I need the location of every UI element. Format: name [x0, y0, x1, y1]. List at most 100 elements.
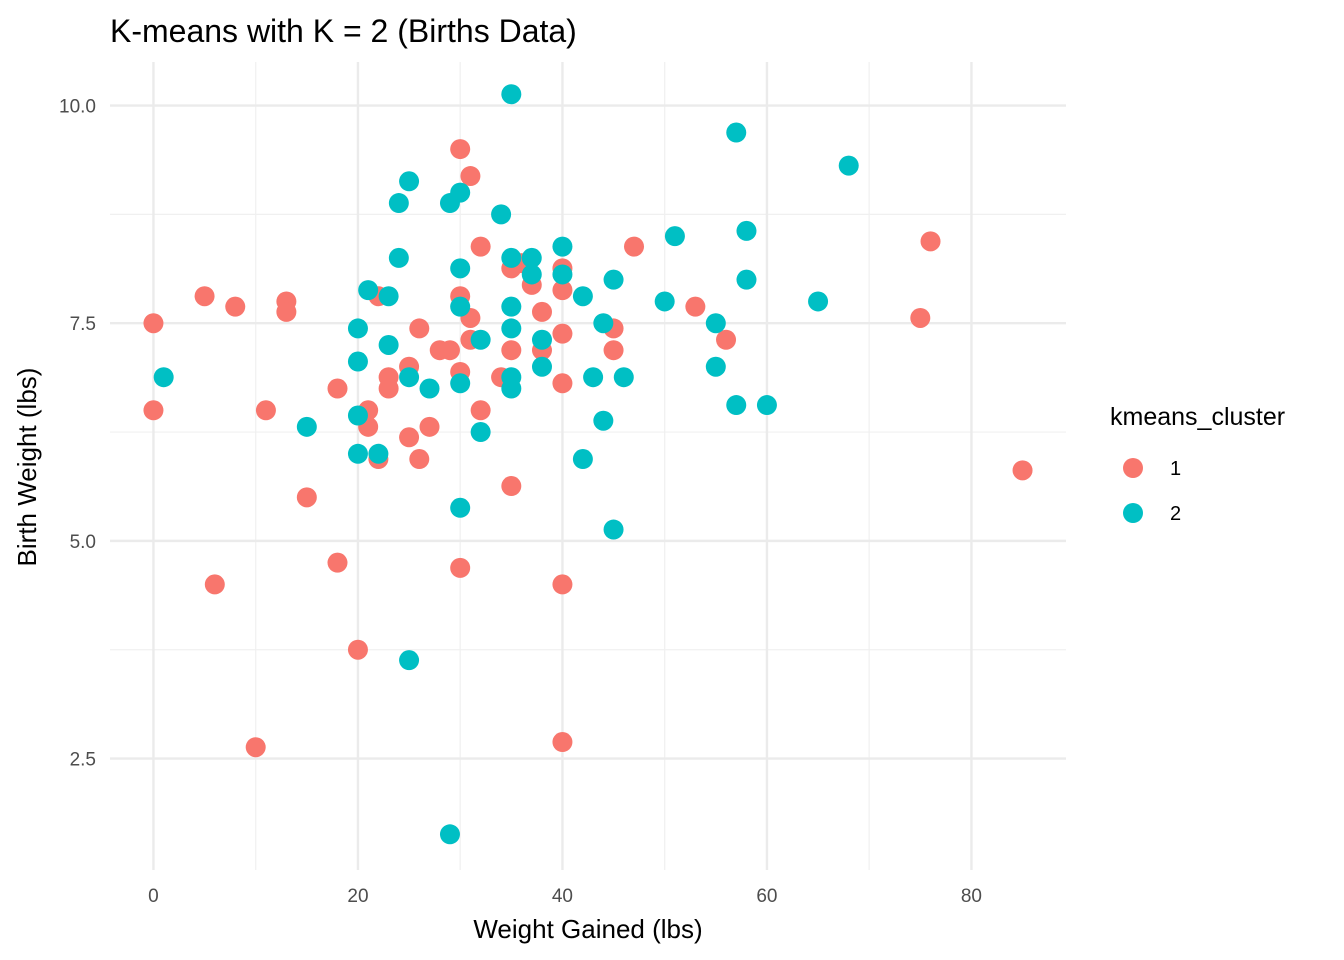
data-point-cluster-2 — [654, 291, 675, 312]
data-point-cluster-1 — [1012, 460, 1033, 481]
data-point-cluster-1 — [685, 296, 706, 317]
data-points — [143, 84, 1033, 845]
data-point-cluster-2 — [613, 367, 634, 388]
data-point-cluster-1 — [327, 552, 348, 573]
data-point-cluster-2 — [450, 373, 471, 394]
data-point-cluster-1 — [552, 574, 573, 595]
data-point-cluster-2 — [470, 329, 491, 350]
x-tick-label: 20 — [347, 886, 368, 907]
data-point-cluster-2 — [572, 286, 593, 307]
data-point-cluster-2 — [583, 367, 604, 388]
data-point-cluster-2 — [664, 226, 685, 247]
data-point-cluster-2 — [521, 264, 542, 285]
data-point-cluster-1 — [399, 427, 420, 448]
data-point-cluster-1 — [450, 139, 471, 160]
data-point-cluster-1 — [910, 307, 931, 328]
x-tick-label: 0 — [148, 886, 159, 907]
data-point-cluster-2 — [347, 318, 368, 339]
data-point-cluster-1 — [296, 487, 317, 508]
data-point-cluster-2 — [705, 356, 726, 377]
data-point-cluster-2 — [501, 378, 522, 399]
data-point-cluster-2 — [347, 405, 368, 426]
data-point-cluster-1 — [245, 737, 266, 758]
data-point-cluster-2 — [603, 269, 624, 290]
data-point-cluster-1 — [501, 340, 522, 361]
x-tick-label: 40 — [552, 886, 573, 907]
data-point-cluster-1 — [460, 166, 481, 187]
data-point-cluster-1 — [347, 639, 368, 660]
data-point-cluster-2 — [450, 182, 471, 203]
data-point-cluster-2 — [808, 291, 829, 312]
data-point-cluster-1 — [552, 732, 573, 753]
x-tick-label: 60 — [756, 886, 777, 907]
data-point-cluster-2 — [756, 395, 777, 416]
data-point-cluster-1 — [624, 236, 645, 257]
data-point-cluster-2 — [501, 296, 522, 317]
data-point-cluster-2 — [388, 247, 409, 268]
data-point-cluster-1 — [552, 280, 573, 301]
data-point-cluster-2 — [347, 443, 368, 464]
data-point-cluster-2 — [726, 395, 747, 416]
data-point-cluster-2 — [531, 356, 552, 377]
data-point-cluster-2 — [450, 497, 471, 518]
data-point-cluster-2 — [296, 416, 317, 437]
data-point-cluster-2 — [552, 236, 573, 257]
data-point-cluster-2 — [153, 367, 174, 388]
data-point-cluster-1 — [470, 236, 491, 257]
data-point-cluster-2 — [388, 193, 409, 214]
data-point-cluster-1 — [419, 416, 440, 437]
data-point-cluster-1 — [143, 313, 164, 334]
x-axis-title: Weight Gained (lbs) — [473, 914, 702, 944]
data-point-cluster-2 — [368, 443, 389, 464]
data-point-cluster-2 — [399, 367, 420, 388]
y-tick-label: 5.0 — [70, 532, 96, 553]
data-point-cluster-1 — [501, 476, 522, 497]
data-point-cluster-2 — [378, 286, 399, 307]
data-point-cluster-1 — [225, 296, 246, 317]
data-point-cluster-2 — [399, 650, 420, 671]
data-point-cluster-1 — [603, 340, 624, 361]
data-point-cluster-1 — [920, 231, 941, 252]
data-point-cluster-1 — [204, 574, 225, 595]
data-point-cluster-1 — [450, 557, 471, 578]
legend-label-cluster-1: 1 — [1170, 458, 1181, 480]
data-point-cluster-1 — [552, 323, 573, 344]
legend: kmeans_cluster 1 2 — [1110, 403, 1285, 525]
data-point-cluster-1 — [531, 301, 552, 322]
data-point-cluster-2 — [603, 519, 624, 540]
data-point-cluster-2 — [521, 247, 542, 268]
data-point-cluster-1 — [409, 449, 430, 470]
data-point-cluster-2 — [726, 122, 747, 143]
data-point-cluster-2 — [593, 410, 614, 431]
data-point-cluster-1 — [276, 301, 297, 322]
x-axis-tick-labels: 0 20 40 60 80 — [148, 886, 982, 907]
data-point-cluster-2 — [572, 449, 593, 470]
data-point-cluster-2 — [736, 269, 757, 290]
data-point-cluster-2 — [450, 296, 471, 317]
chart-title: K-means with K = 2 (Births Data) — [110, 13, 577, 49]
data-point-cluster-1 — [716, 329, 737, 350]
data-point-cluster-1 — [470, 400, 491, 421]
legend-label-cluster-2: 2 — [1170, 503, 1181, 525]
legend-title: kmeans_cluster — [1110, 403, 1285, 431]
data-point-cluster-2 — [501, 247, 522, 268]
data-point-cluster-2 — [378, 334, 399, 355]
data-point-cluster-2 — [593, 313, 614, 334]
x-tick-label: 80 — [961, 886, 982, 907]
data-point-cluster-2 — [501, 318, 522, 339]
data-point-cluster-2 — [736, 220, 757, 241]
data-point-cluster-2 — [838, 155, 859, 176]
y-tick-label: 2.5 — [70, 750, 96, 771]
y-axis-tick-labels: 2.5 5.0 7.5 10.0 — [59, 97, 96, 771]
legend-key-cluster-2 — [1123, 503, 1143, 523]
data-point-cluster-2 — [491, 204, 512, 225]
data-point-cluster-1 — [194, 286, 215, 307]
data-point-cluster-2 — [439, 824, 460, 845]
data-point-cluster-2 — [419, 378, 440, 399]
data-point-cluster-2 — [501, 84, 522, 105]
data-point-cluster-1 — [378, 378, 399, 399]
data-point-cluster-2 — [531, 329, 552, 350]
y-tick-label: 10.0 — [59, 97, 96, 118]
